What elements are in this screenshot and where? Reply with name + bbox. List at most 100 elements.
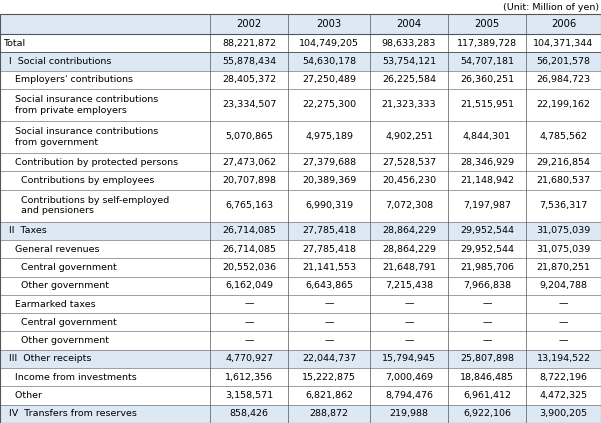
- Text: 26,225,584: 26,225,584: [382, 75, 436, 84]
- Text: 21,680,537: 21,680,537: [537, 176, 591, 185]
- Text: Total: Total: [3, 38, 25, 48]
- Text: 5,070,865: 5,070,865: [225, 132, 273, 141]
- Text: 20,456,230: 20,456,230: [382, 176, 436, 185]
- Text: Central government: Central government: [3, 318, 117, 327]
- Text: Other government: Other government: [3, 281, 109, 290]
- Text: 22,044,737: 22,044,737: [302, 354, 356, 363]
- Bar: [288, 14, 370, 34]
- Bar: [0, 190, 601, 222]
- Text: 6,765,163: 6,765,163: [225, 201, 273, 210]
- Text: —: —: [244, 336, 254, 345]
- Text: 21,141,553: 21,141,553: [302, 263, 356, 272]
- Bar: [0, 295, 601, 313]
- Bar: [0, 52, 601, 71]
- Bar: [0, 277, 601, 295]
- Text: 4,844,301: 4,844,301: [463, 132, 511, 141]
- Text: —: —: [482, 299, 492, 308]
- Text: —: —: [325, 299, 334, 308]
- Text: Social insurance contributions
    from government: Social insurance contributions from gove…: [3, 127, 158, 147]
- Text: Other: Other: [3, 391, 42, 400]
- Text: 20,389,369: 20,389,369: [302, 176, 356, 185]
- Text: 104,749,205: 104,749,205: [299, 38, 359, 48]
- Text: 6,821,862: 6,821,862: [305, 391, 353, 400]
- Text: —: —: [325, 318, 334, 327]
- Text: 26,714,085: 26,714,085: [222, 244, 276, 254]
- Text: 27,250,489: 27,250,489: [302, 75, 356, 84]
- Text: 4,902,251: 4,902,251: [385, 132, 433, 141]
- Text: —: —: [482, 336, 492, 345]
- Text: 7,072,308: 7,072,308: [385, 201, 433, 210]
- Text: 2004: 2004: [397, 19, 421, 29]
- Text: Contribution by protected persons: Contribution by protected persons: [3, 158, 178, 167]
- Text: —: —: [404, 318, 413, 327]
- Text: Employers' contributions: Employers' contributions: [3, 75, 133, 84]
- Text: 4,770,927: 4,770,927: [225, 354, 273, 363]
- Text: 18,846,485: 18,846,485: [460, 373, 514, 382]
- Text: 2003: 2003: [317, 19, 341, 29]
- Text: 1,612,356: 1,612,356: [225, 373, 273, 382]
- Text: 7,966,838: 7,966,838: [463, 281, 511, 290]
- Text: 56,201,578: 56,201,578: [537, 57, 591, 66]
- Bar: [0, 222, 601, 240]
- Text: 219,988: 219,988: [389, 409, 429, 418]
- Text: 8,794,476: 8,794,476: [385, 391, 433, 400]
- Text: 26,984,723: 26,984,723: [537, 75, 591, 84]
- Bar: [0, 368, 601, 386]
- Text: 6,990,319: 6,990,319: [305, 201, 353, 210]
- Text: Central government: Central government: [3, 263, 117, 272]
- Text: 7,215,438: 7,215,438: [385, 281, 433, 290]
- Text: —: —: [404, 299, 413, 308]
- Text: —: —: [404, 336, 413, 345]
- Text: 27,379,688: 27,379,688: [302, 158, 356, 167]
- Text: 4,472,325: 4,472,325: [540, 391, 588, 400]
- Text: 104,371,344: 104,371,344: [533, 38, 594, 48]
- Text: 28,405,372: 28,405,372: [222, 75, 276, 84]
- Bar: [0, 89, 601, 121]
- Text: 6,162,049: 6,162,049: [225, 281, 273, 290]
- Text: Contributions by self-employed
      and pensioners: Contributions by self-employed and pensi…: [3, 196, 169, 215]
- Text: 858,426: 858,426: [230, 409, 269, 418]
- Text: Contributions by employees: Contributions by employees: [3, 176, 154, 185]
- Text: 2002: 2002: [236, 19, 261, 29]
- Text: 6,961,412: 6,961,412: [463, 391, 511, 400]
- Text: 29,216,854: 29,216,854: [537, 158, 591, 167]
- Text: 28,864,229: 28,864,229: [382, 226, 436, 235]
- Text: 7,000,469: 7,000,469: [385, 373, 433, 382]
- Text: 23,334,507: 23,334,507: [222, 100, 276, 110]
- Bar: [0, 405, 601, 423]
- Text: 54,630,178: 54,630,178: [302, 57, 356, 66]
- Text: 4,785,562: 4,785,562: [540, 132, 588, 141]
- Bar: [0, 332, 601, 350]
- Bar: [448, 14, 526, 34]
- Text: III  Other receipts: III Other receipts: [3, 354, 91, 363]
- Text: 55,878,434: 55,878,434: [222, 57, 276, 66]
- Text: 3,900,205: 3,900,205: [540, 409, 588, 418]
- Text: 21,148,942: 21,148,942: [460, 176, 514, 185]
- Bar: [0, 313, 601, 332]
- Text: 29,952,544: 29,952,544: [460, 244, 514, 254]
- Text: 7,536,317: 7,536,317: [539, 201, 588, 210]
- Text: 28,864,229: 28,864,229: [382, 244, 436, 254]
- Text: II  Taxes: II Taxes: [3, 226, 47, 235]
- Bar: [0, 14, 210, 34]
- Text: 31,075,039: 31,075,039: [536, 226, 591, 235]
- Bar: [0, 350, 601, 368]
- Text: 21,515,951: 21,515,951: [460, 100, 514, 110]
- Text: 22,275,300: 22,275,300: [302, 100, 356, 110]
- Bar: [0, 386, 601, 405]
- Bar: [0, 153, 601, 171]
- Text: 20,707,898: 20,707,898: [222, 176, 276, 185]
- Text: 54,707,181: 54,707,181: [460, 57, 514, 66]
- Text: —: —: [325, 336, 334, 345]
- Text: Income from investments: Income from investments: [3, 373, 137, 382]
- Text: 27,528,537: 27,528,537: [382, 158, 436, 167]
- Text: 6,922,106: 6,922,106: [463, 409, 511, 418]
- Bar: [210, 14, 288, 34]
- Text: 288,872: 288,872: [310, 409, 349, 418]
- Text: 6,643,865: 6,643,865: [305, 281, 353, 290]
- Text: —: —: [244, 318, 254, 327]
- Text: 15,222,875: 15,222,875: [302, 373, 356, 382]
- Text: 21,870,251: 21,870,251: [537, 263, 591, 272]
- Text: 27,473,062: 27,473,062: [222, 158, 276, 167]
- Text: 13,194,522: 13,194,522: [537, 354, 591, 363]
